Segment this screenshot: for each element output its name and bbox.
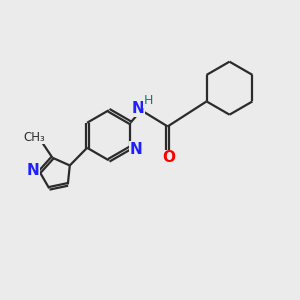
Text: O: O bbox=[162, 150, 175, 165]
Text: N: N bbox=[27, 164, 40, 178]
Text: CH₃: CH₃ bbox=[23, 130, 45, 144]
Text: N: N bbox=[129, 142, 142, 157]
Text: H: H bbox=[144, 94, 153, 107]
Text: N: N bbox=[132, 101, 145, 116]
